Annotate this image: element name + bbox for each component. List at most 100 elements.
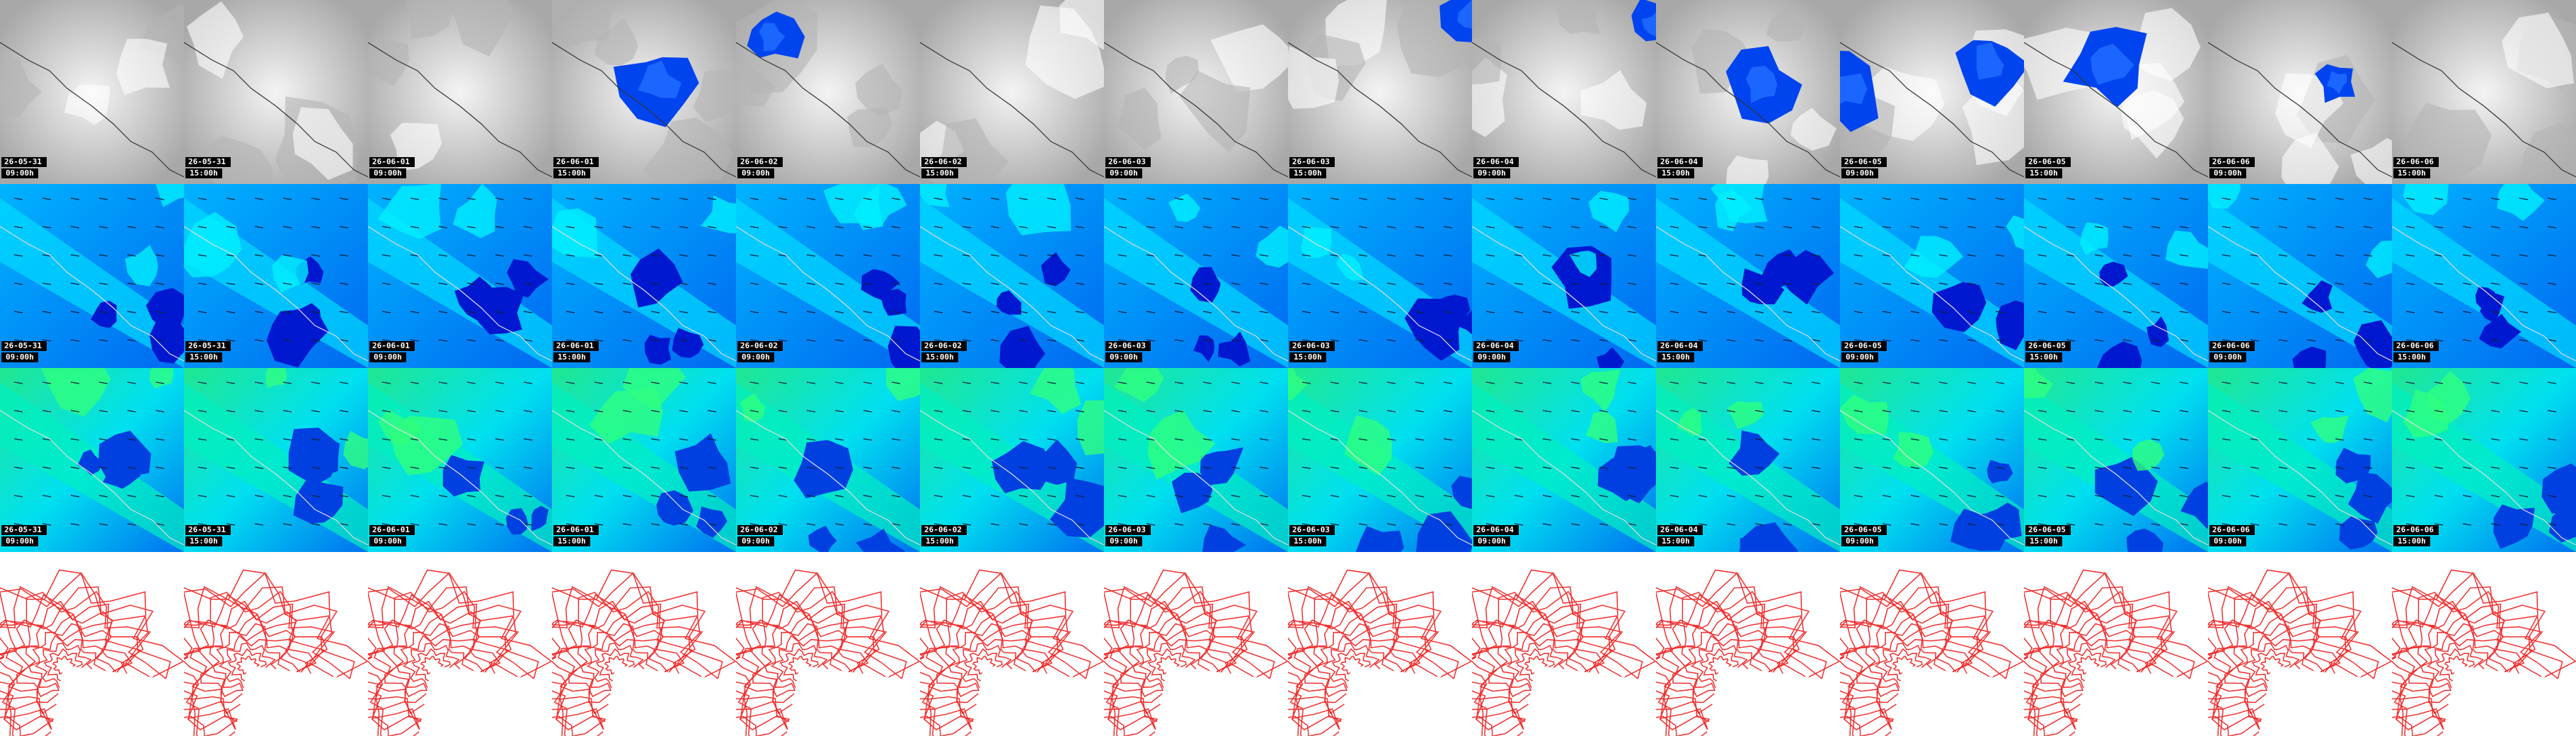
wind-arrow	[1599, 197, 1609, 200]
wind-arrow	[622, 311, 632, 314]
wind-arrow	[749, 254, 759, 257]
tile-content	[2024, 552, 2208, 736]
wind-arrow	[1853, 339, 1863, 342]
wind-arrow	[1599, 254, 1609, 257]
time-label: 15:00h	[926, 536, 954, 546]
wind-arrow	[1386, 523, 1396, 526]
wind-arrow	[254, 438, 264, 441]
wind-arrow	[1146, 410, 1156, 413]
wind-arrow	[127, 438, 137, 441]
wind-arrow	[1018, 254, 1028, 257]
wind-arrow	[778, 339, 788, 342]
low-blob	[881, 289, 907, 316]
low-blob	[2292, 346, 2326, 368]
map-tile	[184, 552, 368, 736]
contour-line	[1104, 594, 1248, 730]
wind-arrow	[1811, 438, 1821, 441]
wind-arrow	[1301, 438, 1311, 441]
wind-arrow	[891, 254, 901, 257]
wind-arrow	[1514, 381, 1524, 384]
tile-content	[552, 184, 736, 368]
high-blob	[1147, 410, 1216, 480]
contour-line	[1840, 590, 1991, 731]
wind-arrow	[2278, 197, 2288, 200]
wind-arrow	[650, 381, 660, 384]
wind-arrow	[438, 410, 448, 413]
wind-arrow	[622, 438, 632, 441]
wind-arrow	[127, 197, 137, 200]
low-blob	[887, 326, 920, 368]
wind-arrow	[2122, 410, 2132, 413]
wind-arrow	[2037, 523, 2047, 526]
wind-arrow	[1415, 254, 1425, 257]
wind-arrow	[1669, 282, 1679, 285]
coastline	[736, 226, 920, 362]
wind-arrow	[891, 438, 901, 441]
background	[1472, 552, 1656, 736]
wind-arrow	[2434, 523, 2444, 526]
wind-arrow	[1726, 438, 1736, 441]
coastline	[1472, 410, 1656, 546]
date-label: 26-06-05	[2028, 157, 2066, 166]
wind-arrow	[155, 282, 165, 285]
wind-arrow	[1174, 466, 1184, 469]
wind-arrow	[891, 311, 901, 314]
wind-arrow	[962, 438, 972, 441]
contour-line	[43, 648, 83, 682]
wind-arrow	[1570, 226, 1580, 229]
time-label: 15:00h	[2398, 352, 2426, 362]
label-box	[921, 341, 967, 351]
wind-arrow	[1995, 311, 2005, 314]
contour-line	[1472, 594, 1616, 730]
wind-arrow	[749, 410, 759, 413]
wind-arrow	[749, 311, 759, 314]
wind-arrow	[1415, 523, 1425, 526]
wind-arrow	[2462, 523, 2472, 526]
wind-arrow	[339, 466, 349, 469]
wind-arrow	[1599, 311, 1609, 314]
coastline	[2208, 42, 2392, 178]
wind-arrow	[42, 282, 52, 285]
label-box	[1105, 525, 1151, 535]
wind-arrow	[2547, 197, 2557, 200]
wind-arrow	[226, 438, 236, 441]
high-blob	[149, 368, 173, 389]
contour-line	[1323, 642, 1380, 689]
contour-line	[1656, 572, 1827, 736]
label-box	[2209, 168, 2246, 178]
label-box	[2025, 525, 2071, 535]
wind-arrow	[565, 466, 575, 469]
wind-arrow	[2490, 254, 2500, 257]
wind-arrow	[1443, 523, 1453, 526]
low-blob	[2478, 314, 2522, 349]
wind-arrow	[13, 523, 23, 526]
date-label: 26-06-03	[1292, 157, 1330, 166]
precip-core	[1976, 42, 2004, 80]
wind-arrow	[622, 282, 632, 285]
contour-line	[779, 648, 819, 682]
contour-line	[1122, 629, 1210, 698]
contour-line	[565, 623, 669, 703]
wind-arrow	[1301, 410, 1311, 413]
contour-line	[1301, 623, 1405, 703]
contour-line	[2260, 655, 2284, 675]
wind-arrow	[1726, 339, 1736, 342]
contour-line	[219, 642, 276, 689]
wind-arrow	[2250, 495, 2260, 498]
wind-arrow	[622, 381, 632, 384]
wind-arrow	[1443, 495, 1453, 498]
tile-content	[2024, 184, 2208, 368]
tile-content	[1104, 0, 1288, 184]
wind-arrow	[282, 282, 292, 285]
tile-content	[184, 368, 368, 552]
contour-line	[1104, 600, 1245, 730]
contour-line	[771, 642, 828, 689]
wind-arrow	[1698, 410, 1708, 413]
precip-core	[1457, 0, 1472, 29]
time-label: 09:00h	[1478, 352, 1506, 362]
wind-arrow	[523, 466, 533, 469]
time-label: 15:00h	[558, 352, 586, 362]
